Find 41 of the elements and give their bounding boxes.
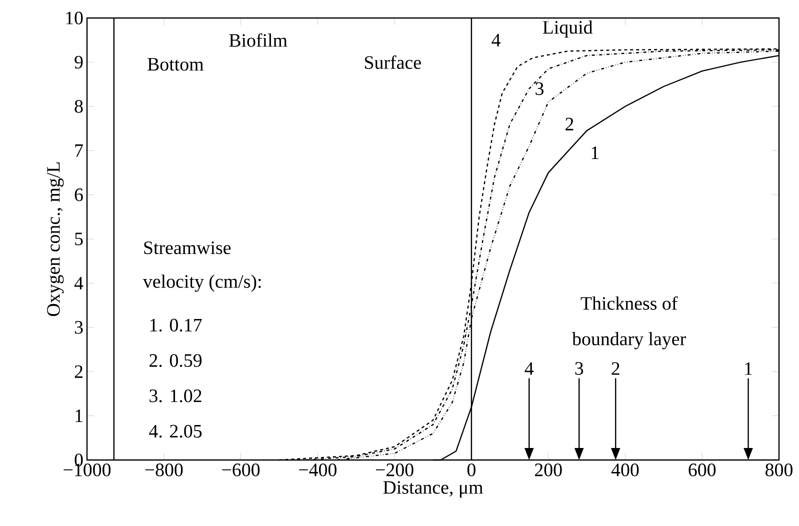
annotation: 4. 2.05	[149, 424, 202, 438]
annotation: 3	[575, 362, 584, 375]
x-tick-label: −200	[376, 464, 414, 476]
annotation: Thickness of	[580, 296, 678, 310]
annotation: 4	[492, 34, 500, 46]
annotation: 1	[745, 362, 752, 375]
y-tick-label: 10	[66, 12, 83, 24]
x-tick-label: −800	[145, 464, 183, 476]
y-tick-label: 8	[74, 100, 83, 113]
x-tick-label: −600	[222, 464, 260, 476]
annotation: velocity (cm/s):	[142, 274, 261, 292]
annotation: Surface	[365, 55, 421, 69]
x-tick-label: −400	[299, 464, 336, 476]
annotation: 2	[566, 118, 574, 130]
annotation: 2. 0.59	[150, 354, 202, 367]
x-tick-label: 800	[766, 464, 792, 476]
annotation: Bottom	[148, 58, 204, 71]
annotation: 3	[536, 82, 544, 96]
x-tick-label: 0	[467, 464, 476, 476]
x-tick-label: 400	[611, 464, 639, 476]
y-axis-title: Oxygen conc., mg/L	[47, 162, 64, 316]
annotation: 1	[592, 146, 598, 160]
x-axis-title: Distance, μm	[383, 481, 483, 498]
y-tick-label: 7	[75, 144, 83, 157]
annotation: 4	[524, 362, 534, 375]
annotation: 3. 1.02	[150, 389, 202, 402]
annotation: Streamwise	[144, 241, 231, 254]
annotation: Liquid	[542, 20, 593, 38]
y-tick-label: 3	[74, 321, 83, 334]
annotation: Biofilm	[229, 33, 288, 47]
y-tick-label: 2	[74, 365, 82, 378]
x-tick-label: 600	[688, 464, 716, 476]
annotation: 1. 0.17	[150, 318, 202, 332]
x-tick-label: 200	[534, 464, 562, 476]
y-tick-label: 1	[76, 410, 82, 422]
y-tick-label: 4	[74, 276, 84, 290]
y-tick-label: 5	[75, 232, 83, 246]
y-tick-label: 6	[74, 188, 83, 202]
annotation: 2	[612, 362, 620, 375]
annotation: boundary layer	[572, 332, 686, 350]
y-tick-label: 9	[74, 56, 83, 69]
